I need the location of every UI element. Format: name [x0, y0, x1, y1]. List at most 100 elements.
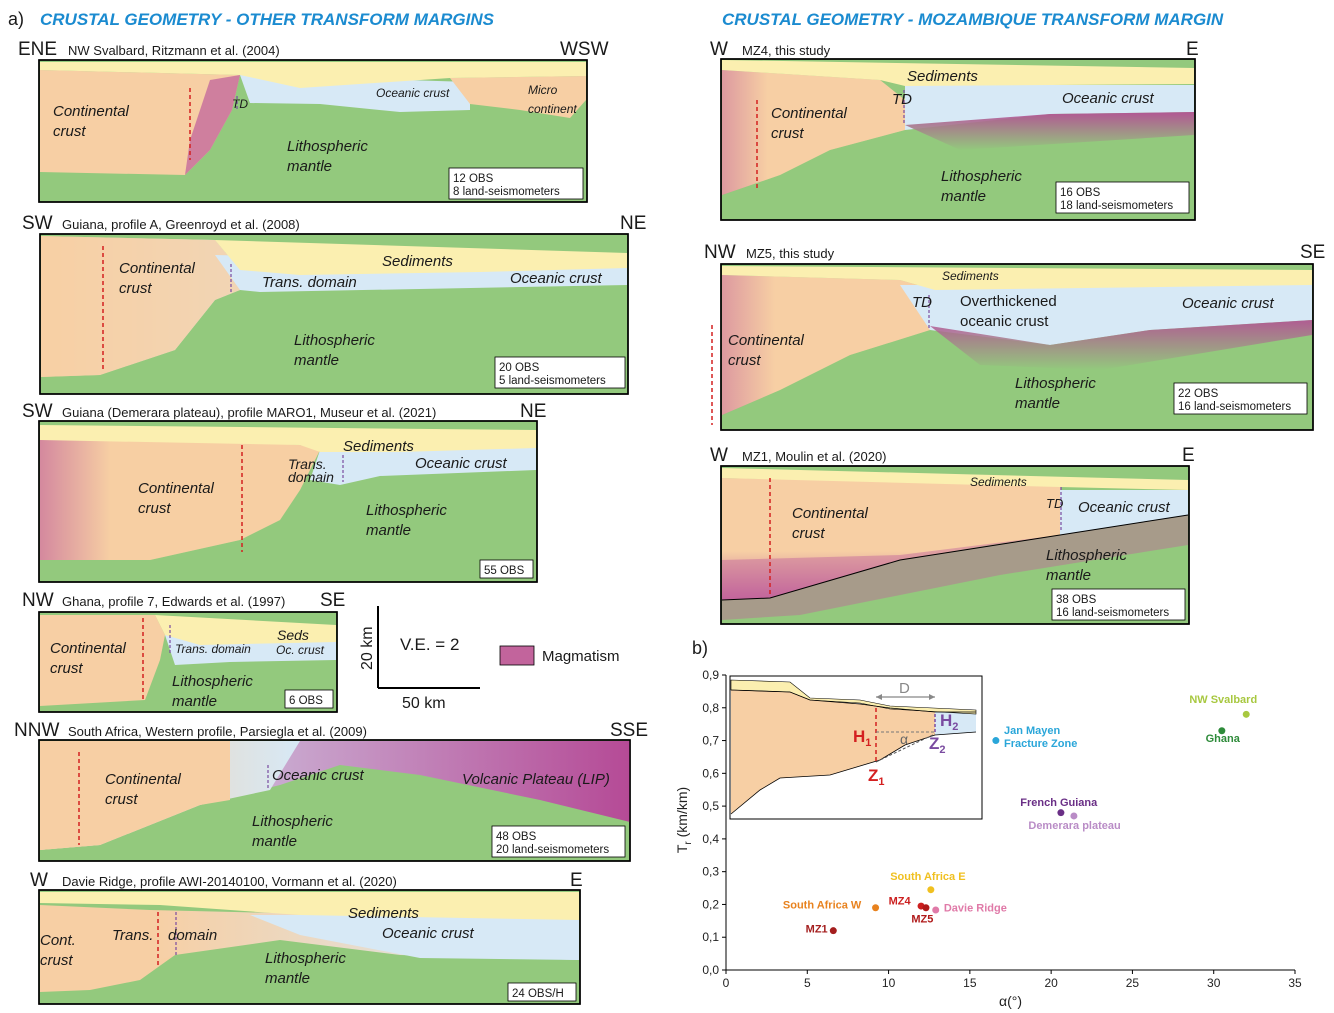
label-oceanic: Oceanic crust	[1062, 90, 1155, 107]
dir-left: W	[710, 445, 728, 466]
caption: MZ4, this study	[742, 43, 831, 58]
label-continental: Continental	[50, 640, 127, 657]
point-label: Ghana	[1206, 733, 1241, 745]
x-tick-label: 15	[963, 976, 977, 990]
stations1: 6 OBS	[289, 695, 323, 707]
x-tick-label: 0	[723, 976, 730, 990]
inset-Z2: Z2	[929, 734, 946, 756]
x-axis-label: α(°)	[999, 993, 1022, 1009]
stations1: 20 OBS	[499, 362, 540, 374]
stations1: 12 OBS	[453, 173, 494, 185]
label-crust: crust	[50, 660, 83, 677]
dir-right: SSE	[610, 720, 648, 741]
data-point	[927, 886, 935, 894]
y-tick-label: 0,4	[702, 832, 719, 846]
label-crust: crust	[792, 525, 825, 542]
label-mantle2: mantle	[366, 522, 411, 539]
label-mantle2: mantle	[172, 693, 217, 710]
y-tick-label: 0,8	[702, 701, 719, 715]
x-tick-label: 30	[1207, 976, 1221, 990]
label-td: TD	[892, 91, 912, 108]
label-mantle1: Lithospheric	[252, 813, 333, 830]
label-continental: Continental	[728, 332, 805, 349]
section-ghana: NW Ghana, profile 7, Edwards et al. (199…	[22, 590, 345, 713]
label-trans: Trans. domain	[262, 274, 357, 291]
inset-H1: H1	[853, 727, 871, 749]
stations1: 24 OBS/H	[512, 988, 564, 1000]
panel-a-letter: a)	[8, 9, 24, 29]
scale-horizontal: 50 km	[402, 695, 446, 712]
y-tick-label: 0,6	[702, 766, 719, 780]
label-continental: Continental	[771, 105, 848, 122]
y-tick-label: 0,0	[702, 963, 719, 977]
data-point	[992, 737, 1000, 745]
dir-left: SW	[22, 213, 53, 234]
caption: Guiana (Demerara plateau), profile MARO1…	[62, 405, 436, 420]
scale-bar: 20 km 50 km V.E. = 2	[359, 606, 480, 712]
section-svalbard: ENE NW Svalbard, Ritzmann et al. (2004) …	[18, 39, 609, 203]
dir-left: W	[30, 870, 48, 891]
label-micro2: continent	[528, 102, 577, 116]
caption: NW Svalbard, Ritzmann et al. (2004)	[68, 43, 280, 58]
section-mz4: W MZ4, this study E Sediments TD Oceanic…	[710, 39, 1199, 221]
label-mantle2: mantle	[1015, 395, 1060, 412]
dir-left: ENE	[18, 39, 57, 60]
stations2: 18 land-seismometers	[1060, 200, 1173, 212]
dir-right: NE	[620, 213, 646, 234]
section-davie: W Davie Ridge, profile AWI-20140100, Vor…	[30, 870, 583, 1005]
label-mantle2: mantle	[265, 970, 310, 987]
section-demerara: SW Guiana (Demerara plateau), profile MA…	[22, 401, 546, 583]
label-oceanic: Oceanic crust	[415, 455, 508, 472]
inset-schematic: D H1 H2 α Z1 Z2	[729, 675, 983, 820]
data-point	[932, 906, 940, 914]
caption: MZ5, this study	[746, 246, 835, 261]
x-tick-label: 5	[804, 976, 811, 990]
data-point	[872, 904, 880, 912]
label-mantle1: Lithospheric	[294, 332, 375, 349]
label-oc: Oc. crust	[276, 643, 325, 657]
label-mantle1: Lithospheric	[265, 950, 346, 967]
dir-left: NW	[22, 590, 54, 611]
inset-H2: H2	[940, 711, 958, 733]
y-tick-label: 0,7	[702, 734, 719, 748]
y-tick-label: 0,5	[702, 799, 719, 813]
data-point	[1242, 710, 1250, 718]
point-label: NW Svalbard	[1189, 694, 1257, 706]
label-crust: crust	[119, 280, 152, 297]
section-mz5: NW MZ5, this study SE Sediments TD Overt…	[704, 242, 1325, 431]
stations1: 48 OBS	[496, 831, 537, 843]
scale-vertical: 20 km	[359, 626, 376, 670]
x-tick-label: 35	[1288, 976, 1302, 990]
label-trans2: domain	[288, 469, 334, 485]
label-continental: Continental	[105, 771, 182, 788]
label-continental: Continental	[138, 480, 215, 497]
dir-right: SE	[320, 590, 345, 611]
label-trans: Trans.	[112, 927, 153, 944]
y-tick-label: 0,3	[702, 865, 719, 879]
label-oceanic: Oceanic crust	[510, 270, 603, 287]
data-point	[1218, 727, 1226, 735]
label-over1: Overthickened	[960, 293, 1057, 310]
point-label: South Africa E	[890, 871, 965, 883]
stations1: 55 OBS	[484, 565, 525, 577]
dir-left: NNW	[14, 720, 59, 741]
label-mantle2: mantle	[287, 158, 332, 175]
label-sediments: Sediments	[942, 269, 999, 283]
label-trans1: Trans.	[288, 456, 327, 472]
label-oceanic: Oceanic crust	[272, 767, 365, 784]
label-mantle1: Lithospheric	[172, 673, 253, 690]
dir-right: WSW	[560, 39, 609, 60]
label-mantle1: Lithospheric	[1046, 547, 1127, 564]
label-cont: Cont.	[40, 932, 76, 949]
label-lip: Volcanic Plateau (LIP)	[462, 771, 610, 788]
section-guiana-a: SW Guiana, profile A, Greenroyd et al. (…	[22, 213, 646, 395]
x-tick-label: 20	[1044, 976, 1058, 990]
stations1: 22 OBS	[1178, 388, 1219, 400]
sediments	[40, 62, 586, 88]
stations2: 16 land-seismometers	[1056, 607, 1169, 619]
data-point	[829, 927, 837, 935]
caption: Ghana, profile 7, Edwards et al. (1997)	[62, 594, 285, 609]
section-mz1: W MZ1, Moulin et al. (2020) E Sediments …	[710, 445, 1195, 625]
point-label: South Africa W	[783, 900, 862, 912]
point-label: Jan Mayen	[1004, 725, 1061, 737]
